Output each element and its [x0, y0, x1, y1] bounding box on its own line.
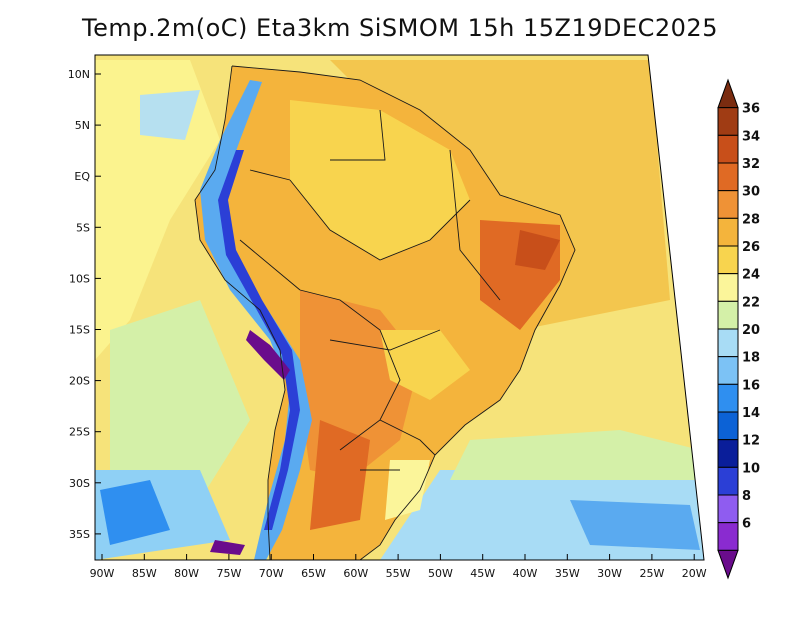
colorbar-label: 12 [742, 434, 760, 449]
colorbar-label: 36 [742, 102, 760, 117]
colorbar-label: 28 [742, 212, 760, 227]
lat-tick-label: 5S [76, 221, 90, 234]
lat-tick-label: 35S [69, 528, 90, 541]
colorbar-segment [717, 245, 739, 275]
colorbar-label: 10 [742, 461, 760, 476]
colorbar-segment [717, 522, 739, 551]
lat-tick-label: 5N [75, 119, 90, 132]
colorbar-segment [717, 300, 739, 330]
colorbar-segment [717, 217, 739, 247]
colorbar-segment [717, 356, 739, 385]
colorbar-segment [717, 383, 739, 413]
map-frame [94, 54, 705, 561]
colorbar-segment [717, 439, 739, 468]
colorbar-label: 24 [742, 268, 760, 283]
lat-tick-label: EQ [74, 170, 90, 183]
colorbar-label: 26 [742, 240, 760, 255]
lat-tick-label: 25S [69, 426, 90, 439]
colorbar-label: 18 [742, 351, 760, 366]
colorbar-segment [717, 328, 739, 358]
colorbar-segment [717, 411, 739, 441]
borders [194, 65, 576, 560]
colorbar-label: 30 [742, 185, 760, 200]
lon-tick-label: 90W [90, 567, 115, 580]
lon-tick-label: 80W [174, 567, 199, 580]
colorbar-segment [717, 466, 739, 496]
lon-tick-label: 35W [555, 567, 580, 580]
colorbar-segment [717, 549, 739, 580]
colorbar: 36 34 32 30 28 26 24 22 20 18 16 14 12 10 8 6 [717, 78, 760, 580]
lon-tick-label: 30W [597, 567, 622, 580]
lon-tick-label: 65W [301, 567, 326, 580]
temperature-field [95, 55, 704, 560]
lat-tick-label: 10N [68, 68, 90, 81]
lon-tick-label: 20W [682, 567, 707, 580]
colorbar-label: 34 [742, 129, 760, 144]
colorbar-segment [717, 494, 739, 524]
lon-tick-label: 75W [216, 567, 241, 580]
colorbar-label: 32 [742, 157, 760, 172]
colorbar-segment [717, 162, 739, 192]
colorbar-label: 20 [742, 323, 760, 338]
lon-tick-label: 50W [428, 567, 453, 580]
lon-tick-label: 25W [639, 567, 664, 580]
lon-tick-label: 60W [343, 567, 368, 580]
lon-tick-label: 85W [132, 567, 157, 580]
colorbar-segment [717, 134, 739, 164]
colorbar-label: 16 [742, 378, 760, 393]
colorbar-segment [717, 107, 739, 136]
colorbar-label: 8 [742, 489, 751, 504]
colorbar-segment [717, 190, 739, 219]
colorbar-label: 14 [742, 406, 760, 421]
lon-tick-label: 70W [259, 567, 284, 580]
longitude-axis: 90W 85W 80W 75W 70W 65W 60W 55W 50W 45W 40W 35W 30W 2… [90, 554, 707, 580]
colorbar-label: 22 [742, 295, 760, 310]
colorbar-segment [717, 78, 739, 109]
lon-tick-label: 40W [513, 567, 538, 580]
colorbar-segment [717, 273, 739, 302]
latitude-axis: 10N 5N EQ 5S 10S 15S 20S 25S 30S 35S [68, 68, 101, 541]
lon-tick-label: 55W [386, 567, 411, 580]
lat-tick-label: 20S [69, 375, 90, 388]
lon-tick-label: 45W [470, 567, 495, 580]
map-title: Temp.2m(oC) Eta3km SiSMOM 15h 15Z19DEC20… [82, 14, 718, 42]
lat-tick-label: 10S [69, 272, 90, 285]
lat-tick-label: 15S [69, 324, 90, 337]
colorbar-label: 6 [742, 517, 751, 532]
lat-tick-label: 30S [69, 477, 90, 490]
